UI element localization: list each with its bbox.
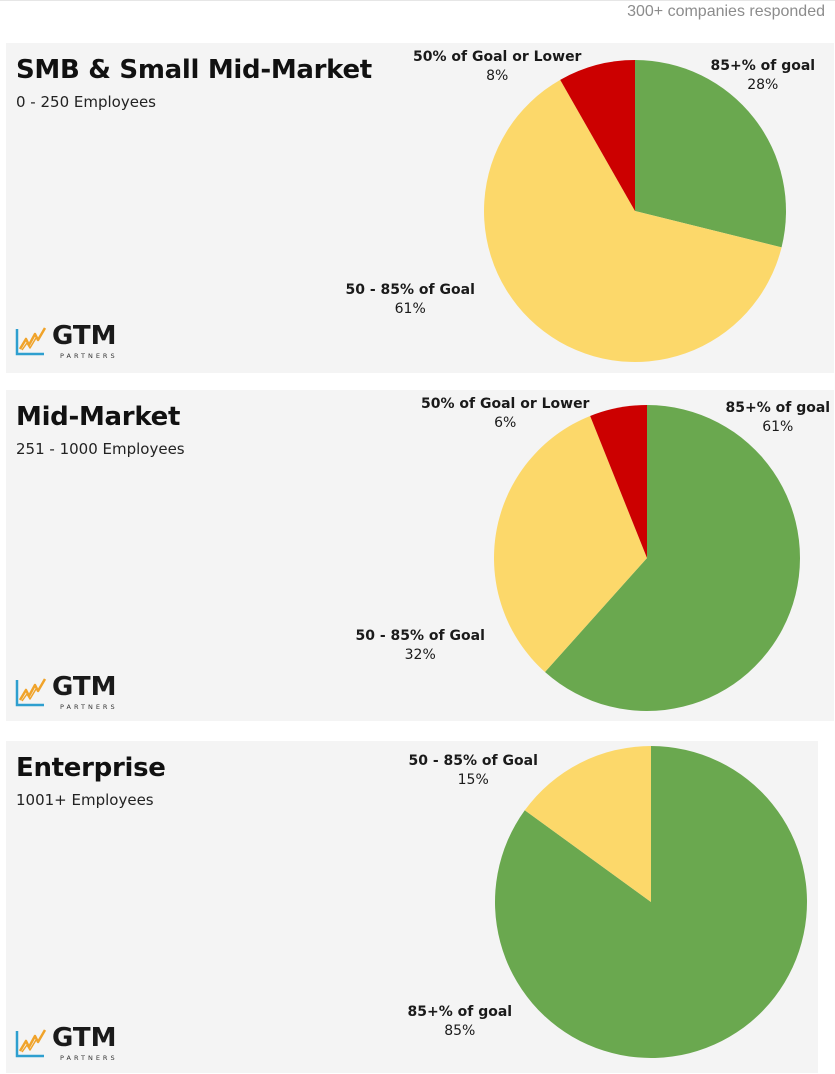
top-divider [0,0,835,1]
logo-subtext: PARTNERS [60,1054,118,1062]
pie-slice-50-of-goal-or-lower [560,60,635,211]
slice-label-name: 85+% of goal [710,58,816,74]
chart-subtitle: 0 - 250 Employees [16,93,156,111]
slice-label-value: 15% [457,772,489,788]
chart-title: Mid-Market [16,402,181,432]
chart-subtitle: 1001+ Employees [16,791,154,809]
pie-svg [495,746,807,1058]
slice-label-name: 50 - 85% of Goal [408,753,538,769]
responded-note: 300+ companies responded [627,3,825,20]
slice-label: 85+% of goal 28% [711,58,816,93]
gtm-logo-icon [15,327,47,356]
slice-label-value: 6% [494,415,517,431]
gtm-partners-logo: GTM PARTNERS [14,1021,134,1065]
gtm-logo-icon [15,678,47,707]
pie-slice-85-of-goal [544,405,800,711]
slice-label-value: 85% [444,1023,476,1039]
chart-title: Enterprise [16,753,166,783]
chart-panel-smb: SMB & Small Mid-Market 0 - 250 Employees… [6,43,834,373]
slice-label-name: 85+% of goal [725,400,831,416]
chart-panel-enterprise: Enterprise 1001+ Employees 85+% of goal 8… [6,741,818,1073]
slice-label-value: 61% [394,301,426,317]
slice-label: 50% of Goal or Lower 6% [421,396,589,431]
slice-label-name: 50 - 85% of Goal [345,282,475,298]
logo-wordmark: GTM [52,1023,117,1053]
gtm-partners-logo: GTM PARTNERS [14,670,134,714]
pie-svg [483,60,786,363]
pie-svg [493,405,800,711]
pie-slice-50-85-of-goal [493,415,647,673]
logo-wordmark: GTM [52,321,117,351]
chart-title: SMB & Small Mid-Market [16,55,372,85]
slice-label-value: 61% [762,419,794,435]
slice-label-name: 85+% of goal [407,1004,513,1020]
slice-label-value: 28% [747,77,779,93]
pie-slice-50-of-goal-or-lower [590,405,647,558]
logo-wordmark: GTM [52,672,117,702]
gtm-partners-logo: GTM PARTNERS [14,319,134,363]
pie-slice-50-85-of-goal [483,79,782,363]
chart-panel-mid-market: Mid-Market 251 - 1000 Employees 85+% of … [6,390,834,721]
slice-label-value: 32% [404,647,436,663]
logo-subtext: PARTNERS [60,703,118,711]
slice-label: 50 - 85% of Goal 32% [356,628,485,663]
slice-label: 85+% of goal 85% [408,1004,513,1039]
pie-slice-85-of-goal [635,60,786,248]
slice-label-value: 8% [486,68,509,84]
slice-label: 50 - 85% of Goal 61% [346,282,475,317]
slice-label-name: 50% of Goal or Lower [421,396,590,412]
slice-label: 50% of Goal or Lower 8% [413,49,581,84]
slice-label-name: 50 - 85% of Goal [355,628,485,644]
slice-label: 50 - 85% of Goal 15% [409,753,538,788]
slice-label: 85+% of goal 61% [726,400,831,435]
slice-label-name: 50% of Goal or Lower [413,49,582,65]
gtm-logo-icon [15,1029,47,1058]
chart-subtitle: 251 - 1000 Employees [16,440,185,458]
pie-slice-50-85-of-goal [524,746,651,902]
logo-subtext: PARTNERS [60,352,118,360]
